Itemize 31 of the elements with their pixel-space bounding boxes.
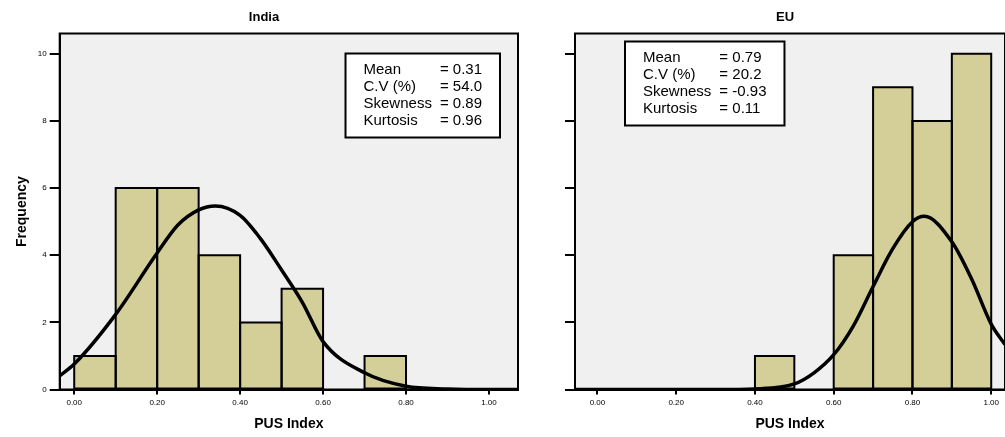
x-tick-label: 0.40 <box>232 397 249 407</box>
annotation: Skewness = 0.89 <box>363 93 482 111</box>
x-axis-title: PUS Index <box>755 415 825 432</box>
x-tick-label: 1.00 <box>983 397 1000 407</box>
x-tick-label: 0.60 <box>315 397 332 407</box>
y-tick-label: 4 <box>42 250 48 260</box>
y-tick-label: 6 <box>42 183 48 193</box>
text: Kurtosis = 0.11 <box>643 98 761 116</box>
annotation: Skewness = -0.93 <box>643 81 767 99</box>
y-tick-label: 0 <box>42 384 48 394</box>
chart-title: EU <box>775 9 795 25</box>
x-tick-label: 1.00 <box>481 397 498 407</box>
text: Kurtosis = 0.96 <box>363 110 482 128</box>
text: C.V (%) = 20.2 <box>643 64 762 82</box>
text: Mean = 0.79 <box>643 47 762 65</box>
y-tick-label: 8 <box>42 116 48 126</box>
x-tick-label: 0.20 <box>668 397 685 407</box>
x-tick-label: 0.80 <box>904 397 921 407</box>
x-tick-label: 0.00 <box>589 397 606 407</box>
y-tick-label: 10 <box>37 48 48 58</box>
x-tick-label: 0.40 <box>747 397 764 407</box>
chart-title: India <box>248 9 280 25</box>
y-tick-label: 2 <box>42 317 48 327</box>
text: C.V (%) = 54.0 <box>363 76 482 94</box>
x-tick-label: 0.80 <box>398 397 415 407</box>
x-axis-title: PUS Index <box>254 415 324 432</box>
y-axis-title: Frequency <box>13 175 30 248</box>
x-tick-label: 0.60 <box>825 397 843 407</box>
x-tick-label: 0.20 <box>149 397 166 407</box>
text: Mean = 0.31 <box>363 59 482 77</box>
x-tick-label: 0.00 <box>66 397 83 407</box>
